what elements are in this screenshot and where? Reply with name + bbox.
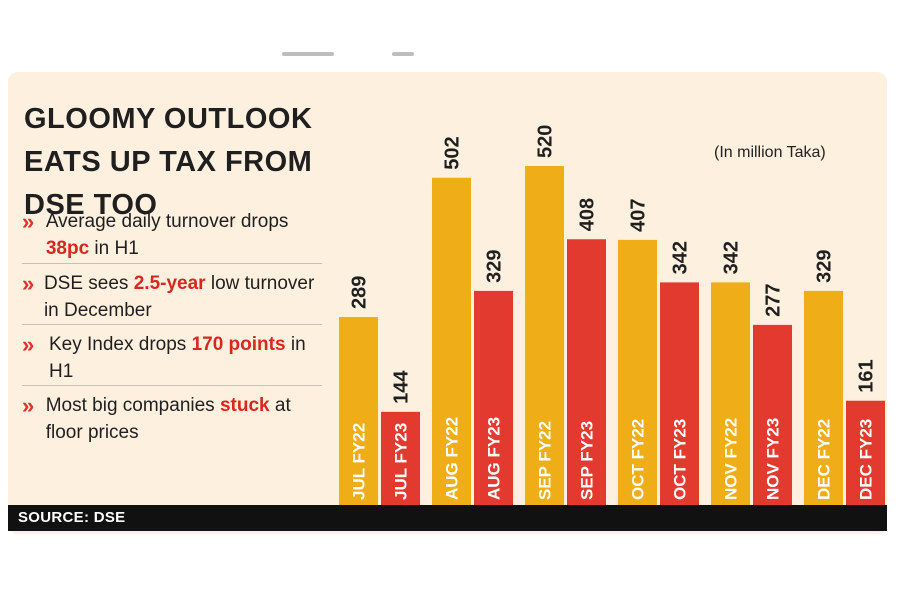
data-label: 407	[628, 199, 650, 232]
data-label: 329	[484, 250, 506, 283]
key-point-highlight: stuck	[219, 395, 270, 416]
category-label: NOV FY22	[722, 418, 741, 500]
category-label: JUL FY23	[392, 423, 411, 500]
chevron-right-icon: »	[22, 393, 35, 418]
category-label: DEC FY22	[815, 419, 834, 500]
data-label: 502	[442, 136, 464, 169]
key-point-text: Average daily turnover drops 38pc in H1	[45, 211, 289, 259]
category-label: SEP FY23	[578, 421, 597, 500]
top-mark-right	[392, 52, 414, 56]
bar-dec-fy22	[804, 290, 843, 506]
data-label: 408	[577, 198, 599, 231]
chart-title: GLOOMY OUTLOOK EATS UP TAX FROM DSE TOO	[24, 98, 354, 227]
data-label: 161	[856, 359, 878, 392]
category-label: AUG FY22	[443, 417, 462, 500]
key-point: » DSE sees 2.5-year low turnover in Dece…	[22, 263, 322, 324]
bar-aug-fy23	[474, 290, 513, 506]
data-label: 329	[814, 250, 836, 283]
data-label: 520	[535, 125, 557, 158]
category-label: SEP FY22	[536, 421, 555, 500]
top-mark-left	[282, 52, 334, 56]
units-label: (In million Taka)	[714, 144, 826, 161]
key-point-text: Key Index drops 170 points in H1	[48, 334, 306, 382]
chevron-right-icon: »	[22, 332, 35, 357]
data-label: 342	[721, 241, 743, 274]
key-point: » Most big companies stuck at floor pric…	[22, 385, 322, 446]
chevron-right-icon: »	[22, 209, 35, 234]
bar-jul-fy23	[381, 411, 420, 506]
data-label: 342	[670, 241, 692, 274]
category-label: AUG FY23	[485, 417, 504, 500]
category-label: DEC FY23	[857, 419, 876, 500]
category-label: OCT FY23	[671, 419, 690, 500]
bar-jul-fy22	[339, 317, 378, 506]
data-label: 144	[391, 370, 413, 404]
key-point-text: DSE sees 2.5-year low turnover in Decemb…	[43, 273, 315, 321]
key-point-highlight: 170 points	[191, 334, 286, 355]
category-label: OCT FY22	[629, 419, 648, 500]
bar-oct-fy23	[660, 282, 699, 506]
source-bar: SOURCE: DSE	[8, 505, 887, 531]
key-points-list: » Average daily turnover drops 38pc in H…	[22, 202, 322, 446]
bar-aug-fy22	[432, 177, 471, 506]
bar-sep-fy23	[567, 239, 606, 506]
bar-sep-fy22	[525, 166, 564, 506]
key-point-text: Most big companies stuck at floor prices	[45, 395, 291, 443]
key-point-highlight: 2.5-year	[133, 273, 206, 294]
category-label: JUL FY22	[350, 423, 369, 500]
key-point: » Key Index drops 170 points in H1	[22, 324, 322, 385]
bar-dec-fy23	[846, 400, 885, 506]
data-label: 277	[763, 284, 785, 317]
key-point-highlight: 38pc	[45, 238, 90, 259]
chevron-right-icon: »	[22, 271, 35, 296]
bar-nov-fy23	[753, 324, 792, 506]
bar-nov-fy22	[711, 282, 750, 506]
key-point: » Average daily turnover drops 38pc in H…	[22, 202, 322, 263]
title-line-1: GLOOMY OUTLOOK	[24, 103, 313, 135]
category-label: NOV FY23	[764, 418, 783, 500]
bar-oct-fy22	[618, 239, 657, 506]
data-label: 289	[349, 276, 371, 309]
title-line-2: EATS UP TAX FROM DSE TOO	[24, 146, 313, 221]
